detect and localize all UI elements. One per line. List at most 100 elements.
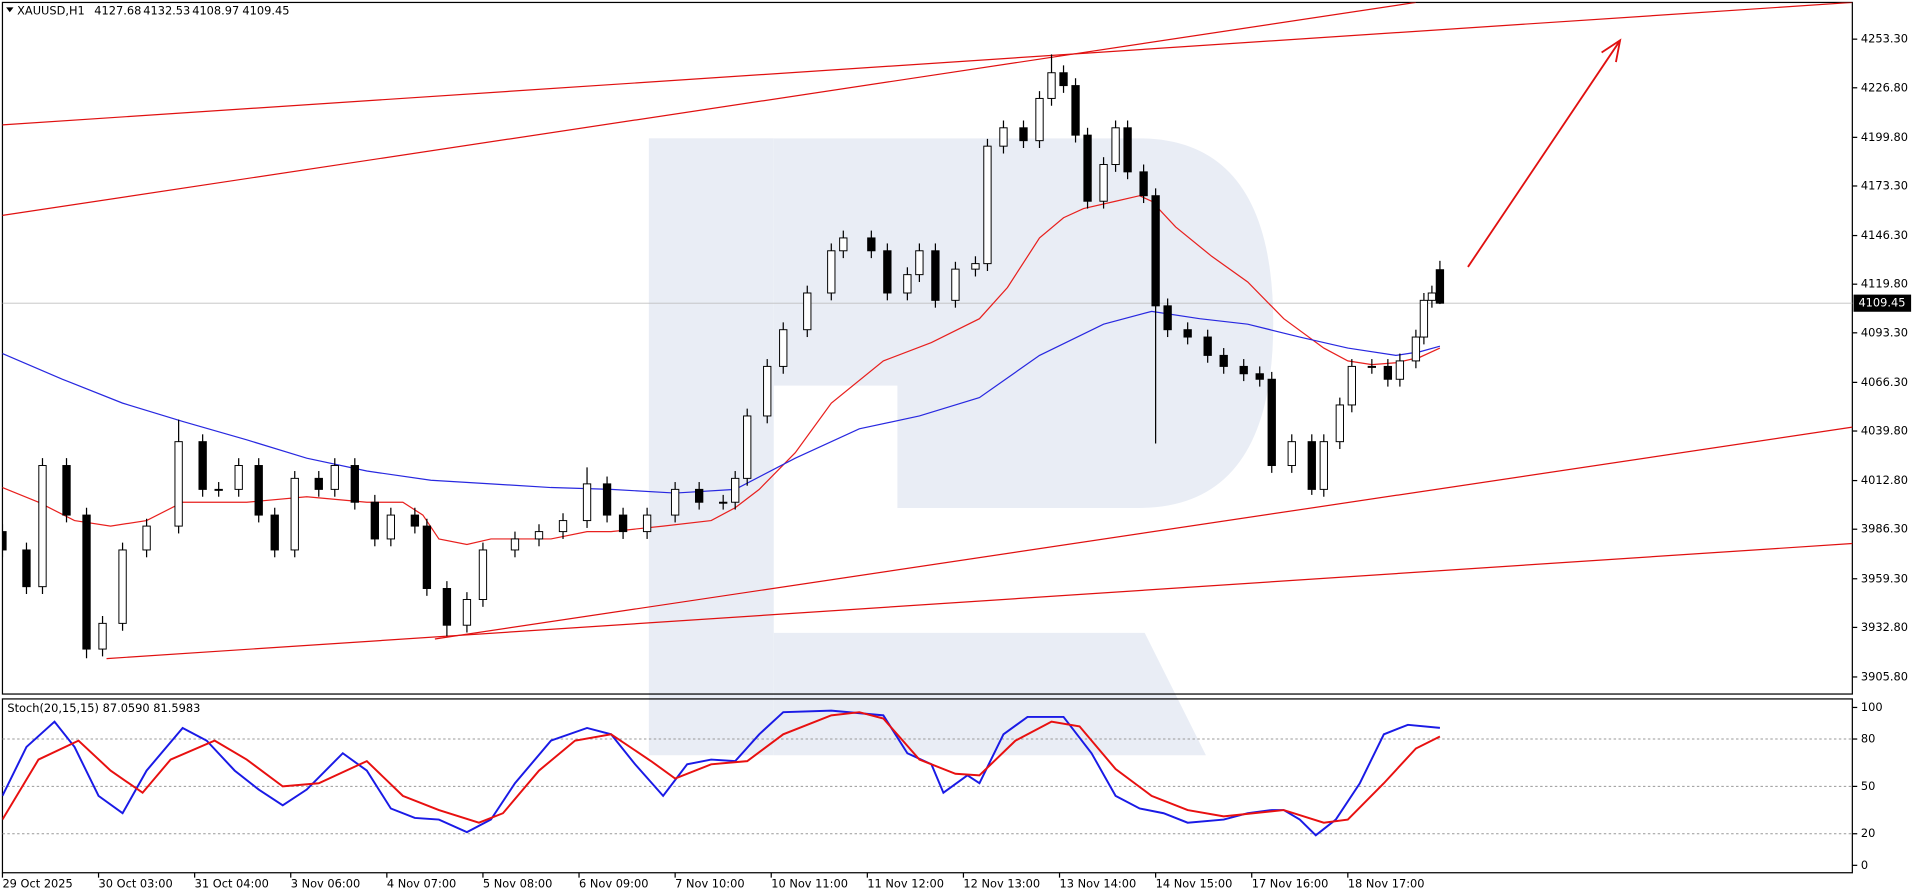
candle-body bbox=[971, 263, 980, 270]
watermark bbox=[648, 138, 1274, 756]
candle-body bbox=[803, 292, 812, 331]
current-price-box bbox=[1853, 294, 1912, 312]
candle-body bbox=[779, 329, 788, 367]
x-tick-label: 13 Nov 14:00 bbox=[1060, 876, 1137, 890]
watermark-bowl bbox=[773, 138, 1274, 508]
candle-body bbox=[1367, 365, 1377, 368]
candle-body bbox=[534, 531, 544, 540]
candle-body bbox=[290, 477, 299, 551]
watermark-stem bbox=[648, 138, 774, 756]
price-plot bbox=[2, 2, 1853, 660]
candle-body bbox=[1071, 85, 1080, 136]
x-tick-label: 18 Nov 17:00 bbox=[1348, 876, 1425, 890]
x-tick-label: 3 Nov 06:00 bbox=[291, 876, 360, 890]
candle-body bbox=[999, 127, 1008, 147]
candle-body bbox=[314, 477, 323, 490]
candle-body bbox=[719, 501, 728, 504]
candle-body bbox=[618, 514, 628, 533]
candle-body bbox=[1151, 195, 1160, 307]
candle-body bbox=[731, 477, 740, 503]
candle-body bbox=[386, 514, 396, 540]
candle-body bbox=[1219, 354, 1228, 367]
candle-body bbox=[254, 465, 263, 516]
candle-body bbox=[558, 520, 568, 533]
candle-body bbox=[1123, 127, 1132, 173]
candle-body bbox=[1395, 360, 1405, 380]
candle-body bbox=[142, 525, 151, 551]
y-tick-label: 4093.30 bbox=[1861, 325, 1908, 339]
y-tick-label: 0 bbox=[1861, 858, 1868, 872]
candle-body bbox=[1183, 329, 1192, 338]
candle-body bbox=[1435, 269, 1445, 304]
y-tick-label: 4199.80 bbox=[1861, 130, 1908, 144]
candle-body bbox=[642, 514, 652, 533]
x-tick-label: 11 Nov 12:00 bbox=[867, 876, 944, 890]
candle-body bbox=[1059, 72, 1068, 87]
y-tick-label: 4119.80 bbox=[1861, 277, 1908, 291]
trendline bbox=[106, 542, 1853, 660]
candle-body bbox=[903, 274, 912, 294]
candle-body bbox=[983, 145, 992, 265]
series-line bbox=[2, 711, 1441, 824]
candle-body bbox=[867, 237, 876, 252]
series-line bbox=[2, 195, 1441, 546]
candle-body bbox=[582, 483, 592, 522]
symbol-title: XAUUSD,H1 bbox=[17, 4, 85, 18]
y-tick-label: 4226.80 bbox=[1861, 80, 1908, 94]
y-tick-label: 4066.30 bbox=[1861, 375, 1908, 389]
x-tick-label: 14 Nov 15:00 bbox=[1156, 876, 1233, 890]
header-high: 4132.53 bbox=[143, 4, 190, 18]
candle-body bbox=[839, 237, 848, 252]
candle-body bbox=[1239, 365, 1248, 375]
candle-body bbox=[82, 514, 91, 650]
y-tick-label: 3905.80 bbox=[1861, 669, 1908, 683]
candle-body bbox=[214, 488, 223, 491]
candle-body bbox=[1383, 365, 1393, 380]
candle-body bbox=[330, 465, 339, 490]
trendline bbox=[434, 426, 1853, 640]
candle-body bbox=[370, 501, 379, 540]
indicator-title: Stoch(20,15,15) 87.0590 81.5983 bbox=[7, 701, 200, 715]
candle-body bbox=[602, 483, 612, 516]
candle-body bbox=[510, 538, 520, 551]
candle-body bbox=[915, 250, 924, 276]
candle-body bbox=[931, 250, 940, 301]
candle-body bbox=[1083, 134, 1092, 202]
candle-body bbox=[1419, 299, 1429, 338]
candle-body bbox=[462, 599, 472, 626]
x-tick-label: 12 Nov 13:00 bbox=[963, 876, 1040, 890]
indicator-plot bbox=[2, 709, 1853, 837]
x-tick-label: 7 Nov 10:00 bbox=[675, 876, 744, 890]
y-tick-label: 100 bbox=[1861, 700, 1883, 714]
header-open: 4127.68 bbox=[94, 4, 141, 18]
candle-body bbox=[1111, 127, 1120, 166]
trendline bbox=[2, 2, 1853, 126]
x-tick-label: 6 Nov 09:00 bbox=[579, 876, 648, 890]
candle-body bbox=[1347, 365, 1356, 406]
candle-body bbox=[410, 514, 420, 527]
y-tick-label: 80 bbox=[1861, 732, 1875, 746]
header-close: 4109.45 bbox=[242, 4, 289, 18]
x-tick-label: 4 Nov 07:00 bbox=[387, 876, 456, 890]
x-tick-label: 10 Nov 11:00 bbox=[771, 876, 848, 890]
header-low: 4108.97 bbox=[192, 4, 239, 18]
candle-body bbox=[234, 465, 243, 490]
current-price-label: 4109.45 bbox=[1858, 296, 1905, 310]
candle-body bbox=[1019, 127, 1028, 142]
candle-body bbox=[743, 415, 752, 479]
candle-body bbox=[478, 549, 488, 600]
x-tick-label: 5 Nov 08:00 bbox=[483, 876, 552, 890]
candle-body bbox=[1035, 97, 1044, 142]
candle-body bbox=[1047, 72, 1056, 99]
candle-body bbox=[763, 365, 772, 417]
candle-body bbox=[694, 488, 704, 503]
y-tick-label: 4146.30 bbox=[1861, 228, 1908, 242]
trend-arrow-head bbox=[1601, 38, 1622, 63]
candle-body bbox=[270, 514, 279, 551]
candle-body bbox=[1319, 441, 1328, 490]
candle-body bbox=[174, 441, 183, 527]
x-tick-label: 17 Nov 16:00 bbox=[1252, 876, 1329, 890]
candle-body bbox=[22, 549, 31, 588]
candle-body bbox=[38, 465, 47, 588]
